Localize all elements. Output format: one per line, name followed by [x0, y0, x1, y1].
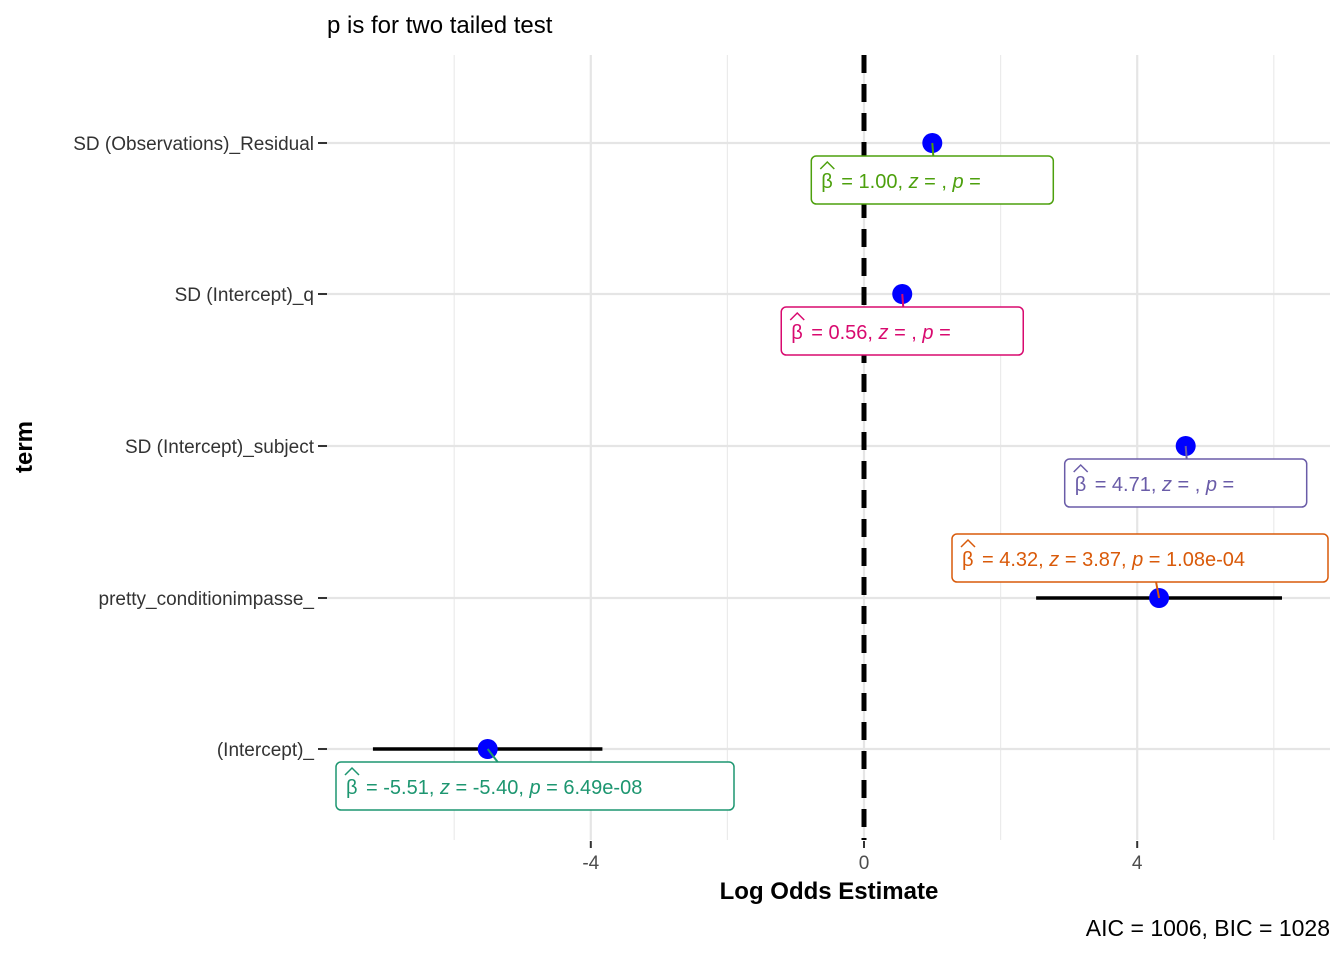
stat-symbol: p [951, 171, 963, 193]
stat-symbol: p [528, 777, 540, 799]
stat-value: = , [919, 171, 953, 193]
label-layer: β = 1.00, z = , p = β = 0.56, z = , p = β =… [335, 142, 1329, 811]
y-tick-label: SD (Intercept)_q [175, 285, 314, 306]
x-axis-title: Log Odds Estimate [720, 878, 939, 905]
label-box [780, 306, 1024, 356]
beta-hat-symbol: β [962, 549, 974, 571]
beta-hat-symbol: β [821, 171, 833, 193]
label-connector [901, 293, 905, 308]
stat-value: = 4.32, [982, 549, 1049, 571]
stat-symbol: z [1048, 549, 1059, 571]
stat-value: = 3.87, [1059, 549, 1132, 571]
beta-hat-symbol: β [791, 322, 803, 344]
label-box [951, 533, 1329, 583]
y-tick-label: SD (Intercept)_subject [125, 437, 315, 458]
stat-value: = -5.40, [450, 777, 530, 799]
label-text: = 4.71, z = , p = [1095, 474, 1235, 496]
x-tick-label: 4 [1132, 853, 1143, 874]
label-connector [931, 142, 935, 157]
label-box [810, 155, 1055, 205]
stat-value: = [964, 171, 981, 193]
hat-mark [1073, 463, 1089, 473]
stat-symbol: z [878, 322, 889, 344]
y-tick-label: (Intercept)_ [217, 740, 315, 761]
beta-hat-symbol: β [346, 777, 358, 799]
beta-hat-symbol: β [1075, 474, 1087, 496]
stat-value: = [934, 322, 951, 344]
stat-value: = [1217, 474, 1234, 496]
estimate-label: β = 4.32, z = 3.87, p = 1.08e-04 [951, 533, 1329, 599]
y-axis-title: term [11, 421, 38, 473]
stat-value: = 0.56, [811, 322, 878, 344]
x-tick-label: -4 [582, 853, 599, 874]
stat-symbol: p [1131, 549, 1143, 571]
stat-value: = 1.08e-04 [1143, 549, 1245, 571]
label-text: = 4.32, z = 3.87, p = 1.08e-04 [982, 549, 1245, 571]
label-text: = 0.56, z = , p = [811, 322, 951, 344]
label-connector [1155, 581, 1161, 599]
label-text: = -5.51, z = -5.40, p = 6.49e-08 [366, 777, 642, 799]
stat-value: = 1.00, [841, 171, 908, 193]
label-text: = 1.00, z = , p = [841, 171, 981, 193]
hat-mark [344, 766, 360, 776]
estimate-label: β = -5.51, z = -5.40, p = 6.49e-08 [335, 748, 735, 811]
label-connector [486, 748, 499, 763]
stat-symbol: z [439, 777, 450, 799]
stat-symbol: p [921, 322, 933, 344]
estimate-label: β = 0.56, z = , p = [780, 293, 1024, 356]
label-connector [1184, 445, 1188, 460]
ci-layer [372, 596, 1282, 751]
label-box [335, 761, 735, 811]
y-tick-label: SD (Observations)_Residual [73, 134, 314, 155]
axis-layer: -4 0 4 SD (Observations)_Residual SD (Interc… [73, 134, 1143, 874]
hat-mark [789, 311, 805, 321]
hat-mark [819, 160, 835, 170]
stat-value: = , [1172, 474, 1206, 496]
chart-caption: AIC = 1006, BIC = 1028 [1086, 915, 1330, 941]
stat-symbol: z [1161, 474, 1172, 496]
stat-value: = , [889, 322, 923, 344]
stat-value: = 4.71, [1095, 474, 1162, 496]
label-box [1063, 458, 1308, 508]
chart-subtitle: p is for two tailed test [327, 12, 553, 39]
estimate-label: β = 1.00, z = , p = [810, 142, 1055, 205]
stat-value: = 6.49e-08 [541, 777, 643, 799]
x-tick-label: 0 [859, 853, 870, 874]
estimate-label: β = 4.71, z = , p = [1063, 445, 1308, 508]
stat-value: = -5.51, [366, 777, 440, 799]
stat-symbol: p [1205, 474, 1217, 496]
stat-symbol: z [908, 171, 919, 193]
y-tick-label: pretty_conditionimpasse_ [99, 589, 315, 610]
hat-mark [960, 538, 976, 548]
